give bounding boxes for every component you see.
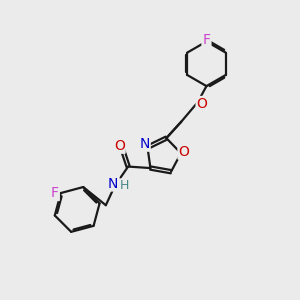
Text: H: H [120,179,129,192]
Text: N: N [139,137,150,151]
Text: O: O [178,145,189,159]
Text: N: N [108,176,119,190]
Text: F: F [51,186,59,200]
Text: F: F [202,33,211,47]
Text: O: O [114,139,125,153]
Text: O: O [196,97,208,111]
